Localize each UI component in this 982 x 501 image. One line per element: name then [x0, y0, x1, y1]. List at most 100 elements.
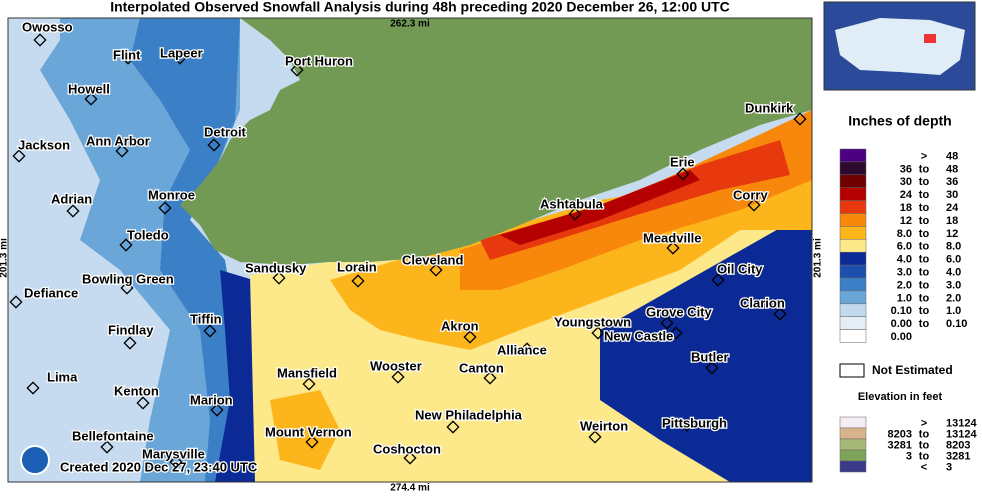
legend-text: 0.00: [891, 318, 912, 330]
city-diamond: [305, 435, 319, 449]
city-label: Alliance: [497, 342, 547, 357]
legend-swatch: [839, 449, 867, 462]
city-label: Owosso: [22, 19, 73, 34]
city-diamond: [203, 324, 217, 338]
city-label: Mansfield: [277, 365, 337, 380]
city-label: New Castle: [604, 328, 673, 343]
legend-text: 0.00: [891, 331, 912, 343]
legend-text: 1.0: [897, 292, 912, 304]
legend-swatch: [839, 277, 867, 292]
city-label: Meadville: [643, 230, 702, 245]
city-label: Adrian: [51, 191, 92, 206]
legend-text: 36: [900, 163, 912, 175]
legend-text: to: [919, 279, 930, 291]
city-diamond: [666, 241, 680, 255]
legend-text: 24: [900, 189, 913, 201]
city-label: Findlay: [108, 322, 154, 337]
legend-swatch: [839, 264, 867, 279]
city-diamond: [591, 326, 605, 340]
elevation-title: Elevation in feet: [858, 391, 943, 403]
legend-swatch: [839, 316, 867, 330]
credit: Created 2020 Dec 27, 23:40 UTC: [60, 459, 258, 474]
legend-text: 8203: [888, 428, 912, 440]
city-diamond: [680, 418, 694, 432]
legend-swatch: [839, 290, 867, 305]
legend-text: 12: [900, 215, 912, 227]
legend-swatch: [839, 239, 867, 253]
legend-text: to: [919, 439, 930, 451]
city-diamond: [747, 198, 761, 212]
city-marker: [210, 403, 224, 417]
inset: [823, 1, 976, 91]
city-marker: [711, 273, 725, 287]
city-label: Pittsburgh: [662, 415, 727, 430]
city-diamond: [119, 238, 133, 252]
legend-swatch: [839, 187, 867, 201]
city-label: Marion: [190, 392, 233, 407]
legend-text: to: [919, 254, 930, 266]
city-label: Howell: [68, 81, 110, 96]
city-diamond: [12, 149, 26, 163]
orange-pocket: [270, 390, 340, 470]
city-label: Wooster: [370, 358, 422, 373]
city-marker: [26, 381, 40, 395]
legend-swatch: [839, 416, 867, 429]
city-label: Ashtabula: [540, 196, 604, 211]
city-label: Corry: [733, 187, 768, 202]
city-label: Mount Vernon: [265, 424, 352, 439]
legend-text: 18: [946, 215, 958, 227]
city-diamond: [351, 274, 365, 288]
legend-text: 3281: [888, 439, 912, 451]
city-marker: [123, 336, 137, 350]
city-label: Defiance: [24, 285, 78, 300]
city-diamond: [669, 326, 683, 340]
scale-left: 201.3 mi: [0, 238, 10, 278]
city-label: Lorain: [337, 259, 377, 274]
legend-swatch: [839, 161, 867, 176]
legend-swatch: [839, 251, 867, 266]
city-marker: [120, 281, 134, 295]
city-diamond: [66, 204, 80, 218]
city-label: Cleveland: [402, 252, 463, 267]
legend-text: 3: [906, 450, 912, 462]
city-diamond: [115, 144, 129, 158]
legend-text: to: [919, 202, 930, 214]
title: Interpolated Observed Snowfall Analysis …: [110, 0, 730, 15]
scale-right: 201.3 mi: [813, 238, 824, 278]
legend-text: 36: [946, 176, 958, 188]
city-label: Toledo: [127, 227, 169, 242]
city-label: Marysville: [142, 446, 205, 461]
dark-blue-area: [215, 270, 262, 482]
city-diamond: [26, 381, 40, 395]
city-label: Sandusky: [245, 260, 307, 275]
city-marker: [136, 396, 150, 410]
city-marker: [119, 238, 133, 252]
legend-text: <: [921, 461, 927, 473]
city-label: Kenton: [114, 383, 159, 398]
city-marker: [203, 324, 217, 338]
legend-text: 8.0: [946, 241, 961, 253]
legend-text: to: [919, 215, 930, 227]
legend-text: 4.0: [897, 254, 912, 266]
legend-text: 1.0: [946, 305, 961, 317]
city-marker: [115, 144, 129, 158]
city-label: New Philadelphia: [415, 407, 523, 422]
city-marker: [747, 198, 761, 212]
city-marker: [591, 326, 605, 340]
city-marker: [66, 204, 80, 218]
city-diamond: [403, 451, 417, 465]
legend-swatch: [839, 303, 867, 317]
legend-swatch: [839, 174, 867, 188]
city-marker: [660, 316, 674, 330]
legend-text: 12: [946, 228, 958, 240]
city-marker: [520, 342, 534, 356]
city-diamond: [100, 440, 114, 454]
legend-text: 4.0: [946, 266, 961, 278]
legend-text: 8203: [946, 439, 970, 451]
legend-text: 48: [946, 150, 958, 162]
legend-text: to: [919, 428, 930, 440]
legend-text: to: [919, 189, 930, 201]
city-label: Lapeer: [160, 45, 203, 60]
city-label: Ann Arbor: [86, 133, 150, 148]
